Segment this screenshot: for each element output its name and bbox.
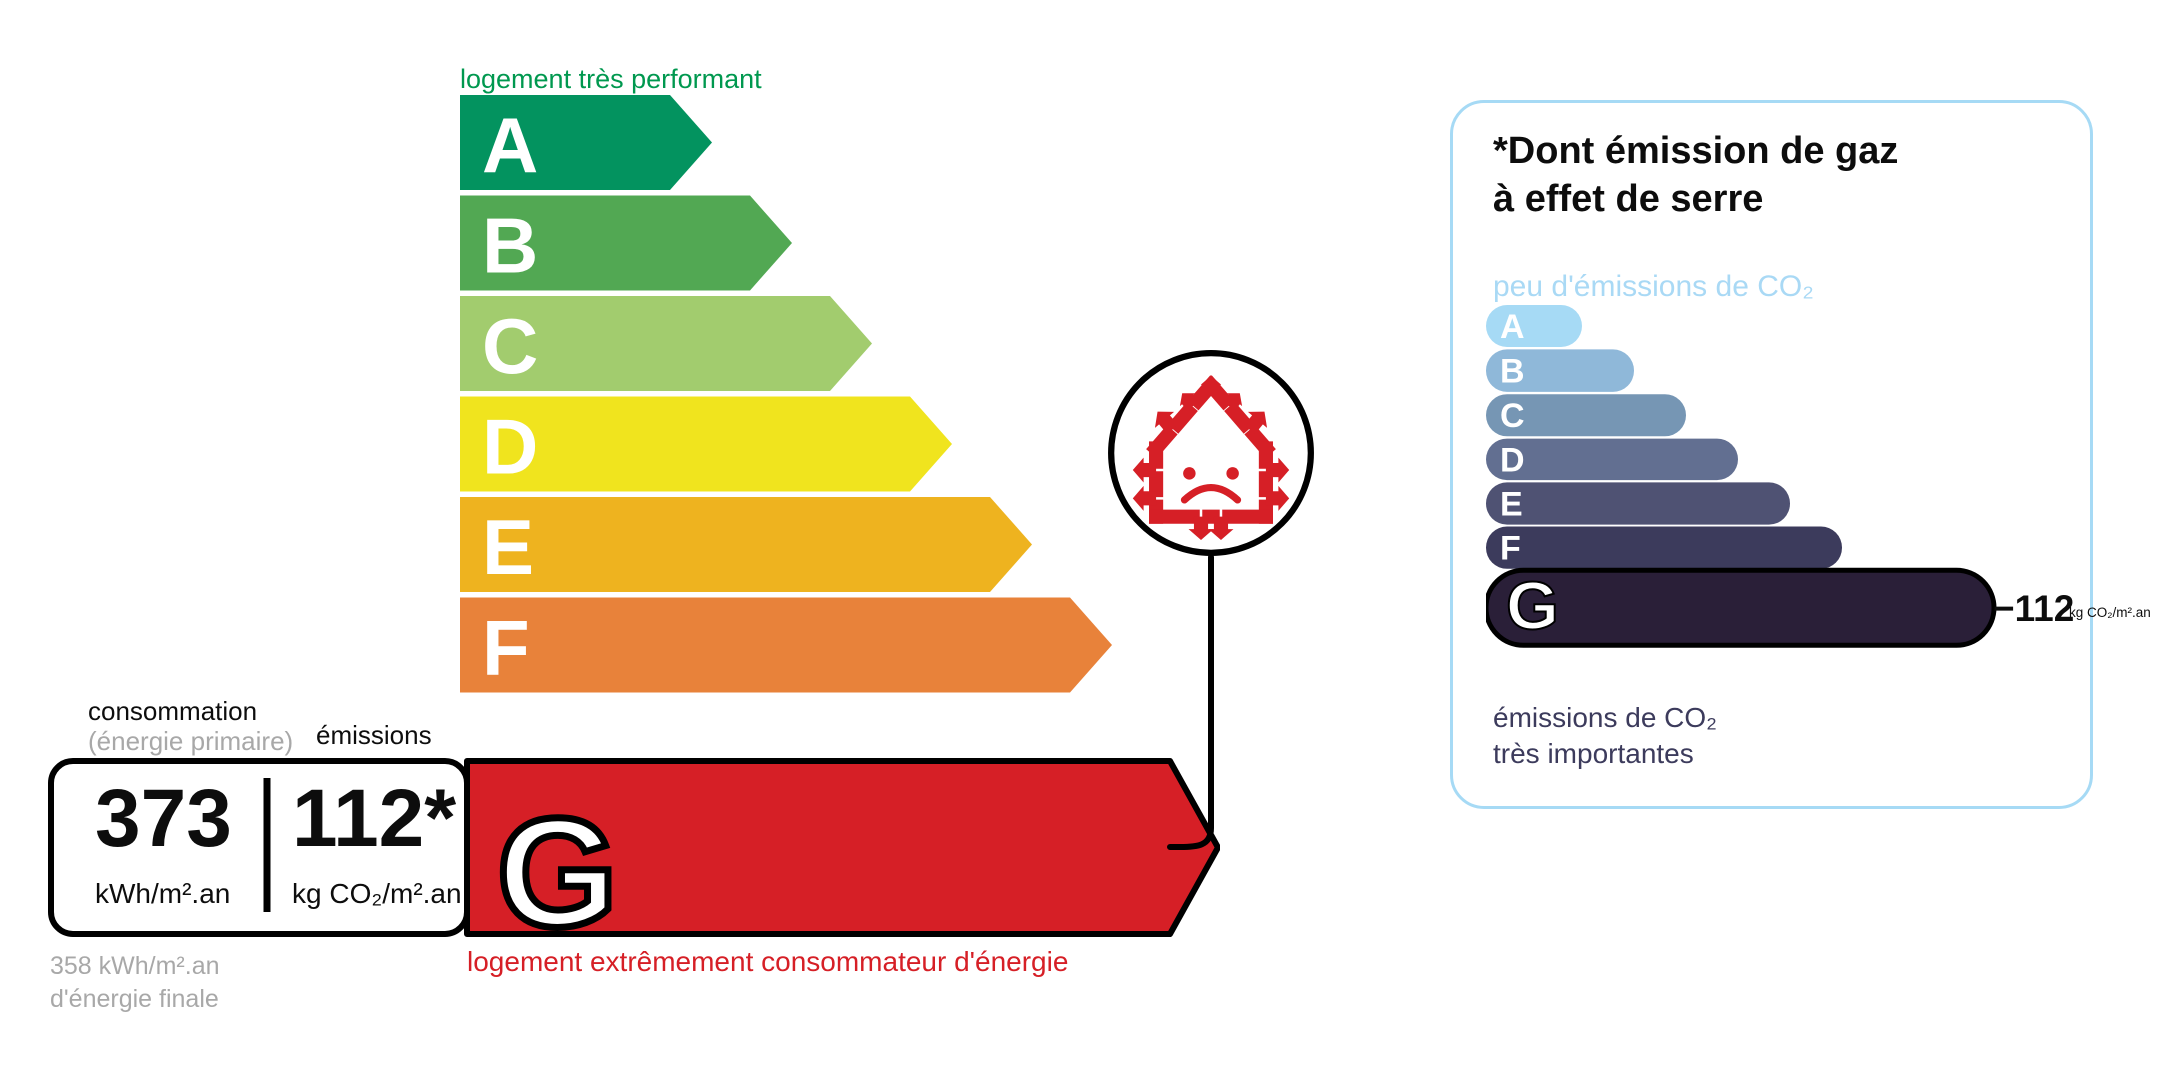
svg-text:−112: −112 [1993, 588, 2074, 629]
svg-text:kg CO₂/m².an: kg CO₂/m².an [2069, 605, 2151, 620]
svg-text:D: D [1500, 442, 1525, 480]
svg-text:A: A [1500, 308, 1525, 346]
svg-text:B: B [1500, 352, 1525, 390]
svg-text:E: E [1500, 485, 1523, 523]
svg-text:F: F [1500, 530, 1521, 568]
svg-text:G: G [1506, 568, 1559, 644]
svg-text:C: C [1500, 397, 1525, 435]
